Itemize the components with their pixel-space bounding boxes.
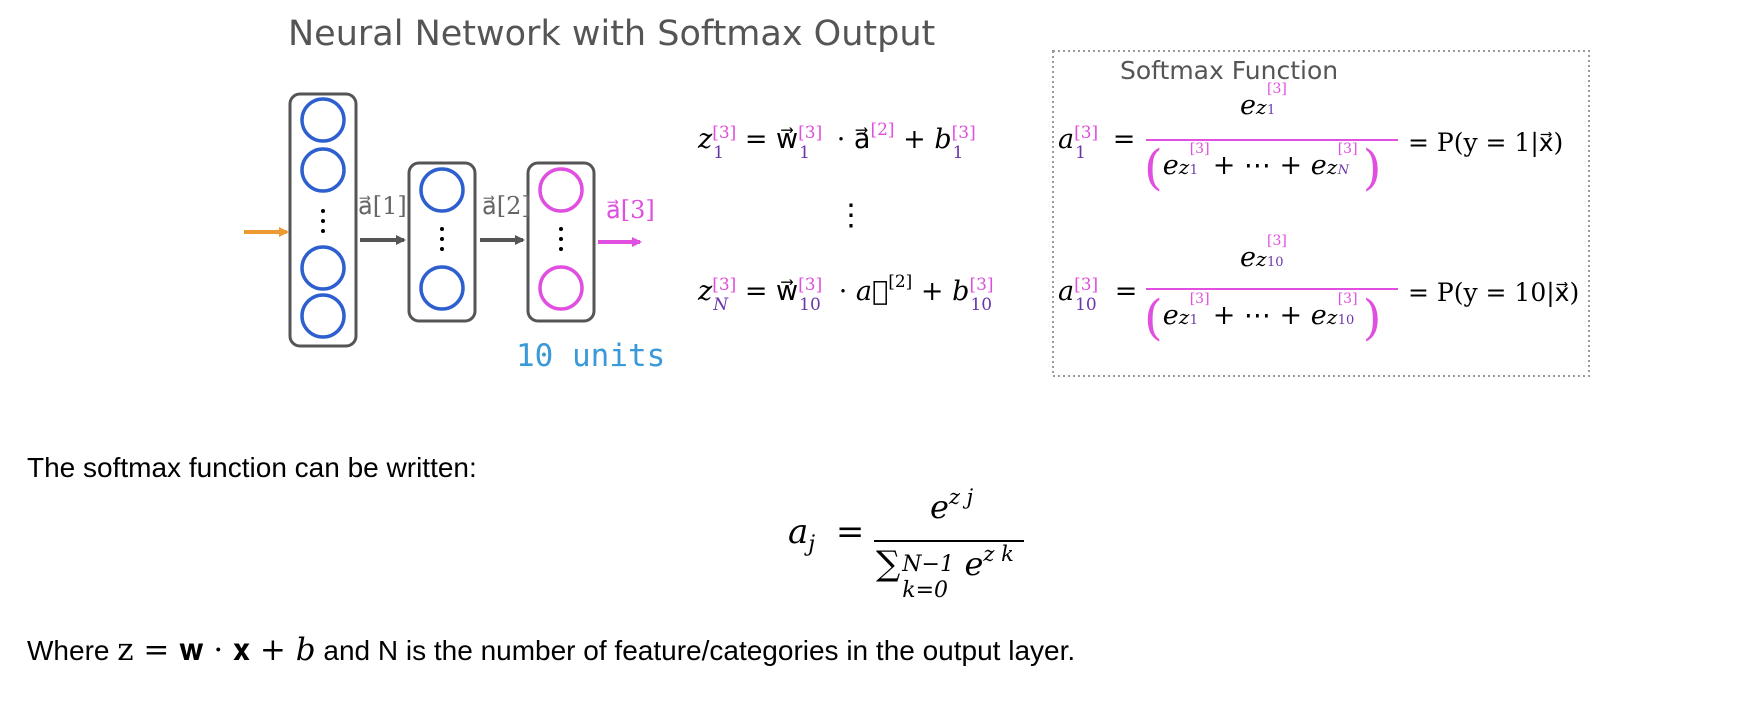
softmax-row2-probability: = P(y = 10|x⃗) — [1408, 278, 1580, 307]
where-text: Where z = 𝐰 · 𝐱 + 𝑏 and N is the number … — [27, 632, 1076, 668]
formula-lhs: aj = — [788, 512, 865, 557]
softmax-row2-lhs: a [3] 10 = — [1058, 275, 1138, 315]
softmax-row1-probability: = P(y = 1|x⃗) — [1408, 128, 1564, 157]
layer2-dots — [440, 227, 444, 251]
softmax-row1-fraction-bar — [1146, 139, 1398, 141]
softmax-row1-numerator: e z 1 [3] — [1240, 81, 1287, 121]
layer1-box — [288, 92, 358, 348]
diagram-title: Neural Network with Softmax Output — [288, 14, 936, 54]
layer1-neuron — [300, 97, 346, 143]
layer1-dots — [321, 209, 325, 233]
layer2-neuron — [419, 167, 465, 213]
z-equation-first: z [3] 1 = w⃗ [3] 1 · a⃗[2] + b [3] 1 — [698, 120, 976, 163]
output-neuron — [538, 265, 584, 311]
layer1-neuron — [300, 147, 346, 193]
formula-denominator: ∑ N−1 k=0 ez k — [876, 542, 1014, 603]
softmax-row2-numerator: e z 10 [3] — [1240, 233, 1287, 273]
output-neuron — [538, 167, 584, 213]
softmax-row2-fraction-bar — [1146, 288, 1398, 290]
softmax-row1-denominator: (e z 1 [3] + ⋯ + e z N [3]) — [1144, 140, 1382, 196]
output-units-label: 10 units — [516, 338, 666, 374]
where-math: z = 𝐰 · 𝐱 + 𝑏 — [117, 632, 316, 668]
formula-fraction-bar — [874, 540, 1024, 542]
layer2-box — [407, 161, 477, 323]
output-layer-dots — [559, 227, 563, 251]
softmax-row2-denominator: (e z 1 [3] + ⋯ + e z 10 [3]) — [1144, 290, 1382, 346]
layer1-neuron — [300, 293, 346, 339]
output-layer-box — [526, 161, 596, 323]
layer1-neuron — [300, 245, 346, 291]
a1-label: a⃗[1] — [358, 192, 407, 220]
z-equation-last: z [3] N = w⃗ [3] 10 · a⃗[2] + b [3] 10 — [698, 272, 994, 315]
intro-text: The softmax function can be written: — [27, 452, 477, 483]
equation-vertical-dots: ⋮ — [836, 198, 866, 233]
softmax-box-title: Softmax Function — [1120, 56, 1339, 85]
layer2-neuron — [419, 265, 465, 311]
formula-numerator: ez j — [930, 485, 974, 526]
a2-label: a⃗[2] — [482, 192, 531, 220]
softmax-row1-lhs: a [3] 1 = — [1058, 123, 1136, 163]
a3-label: a⃗[3] — [606, 196, 655, 224]
